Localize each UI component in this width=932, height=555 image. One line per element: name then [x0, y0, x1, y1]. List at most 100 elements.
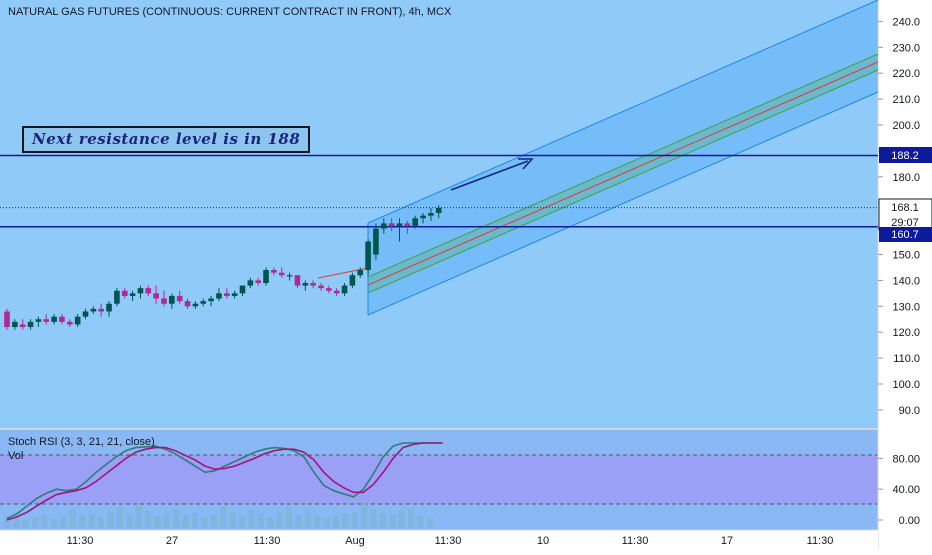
- volume-title[interactable]: Vol: [8, 450, 24, 462]
- channel-start-segment[interactable]: [317, 267, 369, 279]
- volume-bar: [41, 514, 48, 528]
- candle-body[interactable]: [90, 308, 97, 312]
- candle-body[interactable]: [388, 223, 395, 227]
- candle-body[interactable]: [121, 290, 128, 296]
- candle-body[interactable]: [365, 241, 371, 271]
- volume-bar: [220, 505, 227, 528]
- volume-bar: [417, 516, 424, 528]
- candle-body[interactable]: [106, 303, 112, 312]
- candle-body[interactable]: [98, 308, 104, 312]
- candle-body[interactable]: [27, 321, 34, 328]
- volume-bar: [88, 513, 95, 528]
- volume-bars: [4, 502, 433, 528]
- candle-body[interactable]: [373, 228, 379, 255]
- price-tick-label: 100.0: [892, 379, 920, 391]
- time-axis-ticks: 11:30 27 11:30 Aug 11:30 10 11:30 17 11:30: [67, 535, 834, 547]
- candle-body[interactable]: [184, 301, 191, 307]
- channel-mid-line[interactable]: [367, 61, 879, 286]
- candle-body[interactable]: [74, 316, 81, 325]
- rsi-tick-label: 40.00: [892, 484, 920, 496]
- candle-body[interactable]: [176, 295, 183, 302]
- candle-body[interactable]: [19, 324, 26, 328]
- candle-body[interactable]: [169, 295, 175, 304]
- candle-body[interactable]: [200, 301, 207, 304]
- price-tick-label: 130.0: [892, 301, 920, 313]
- candle-body[interactable]: [302, 282, 309, 286]
- channel-outer-upper-line[interactable]: [367, 0, 879, 224]
- candle-body[interactable]: [67, 321, 73, 325]
- candle-body[interactable]: [404, 223, 411, 227]
- candle-body[interactable]: [145, 288, 152, 294]
- candle-body[interactable]: [35, 319, 42, 322]
- candle-body[interactable]: [294, 275, 301, 286]
- rsi-tick-label: 80.00: [892, 453, 920, 465]
- candle-body[interactable]: [208, 298, 214, 302]
- stoch-rsi-lines[interactable]: [6, 442, 443, 521]
- candle-body[interactable]: [318, 285, 324, 289]
- channel-outer-lower-line[interactable]: [367, 91, 879, 316]
- volume-bar: [267, 516, 274, 528]
- candle-body[interactable]: [420, 215, 426, 219]
- volume-bar: [182, 515, 189, 528]
- candle-body[interactable]: [333, 290, 340, 294]
- time-tick-label: 11:30: [435, 535, 462, 547]
- candle-body[interactable]: [357, 270, 364, 276]
- time-tick-label: 17: [721, 535, 733, 547]
- volume-bar: [248, 510, 255, 528]
- trend-arrow[interactable]: [450, 158, 534, 191]
- candle-body[interactable]: [412, 218, 418, 227]
- volume-bar: [126, 514, 133, 528]
- time-axis[interactable]: [0, 530, 878, 550]
- candle-body[interactable]: [271, 270, 277, 273]
- candle-body[interactable]: [43, 319, 50, 322]
- candle-body[interactable]: [255, 280, 261, 283]
- candle-body[interactable]: [114, 290, 120, 304]
- candle-body[interactable]: [59, 316, 65, 322]
- candle-body[interactable]: [263, 270, 269, 283]
- candle-body[interactable]: [129, 293, 136, 296]
- candle-body[interactable]: [428, 213, 434, 216]
- stoch-rsi-k-line[interactable]: [6, 442, 443, 520]
- candle-body[interactable]: [153, 293, 159, 299]
- price-axis[interactable]: [878, 0, 932, 550]
- volume-bar: [107, 511, 114, 528]
- candle-body[interactable]: [4, 311, 10, 328]
- candlestick-series[interactable]: [4, 205, 442, 330]
- candle-body[interactable]: [224, 293, 230, 296]
- stoch-rsi-title[interactable]: Stoch RSI (3, 3, 21, 21, close): [8, 436, 155, 448]
- rsi-band: [0, 455, 878, 504]
- candle-body[interactable]: [137, 288, 144, 294]
- candle-body[interactable]: [310, 282, 316, 286]
- candle-body[interactable]: [216, 293, 222, 299]
- stoch-rsi-d-line[interactable]: [6, 442, 443, 521]
- candle-body[interactable]: [326, 288, 332, 291]
- candle-body[interactable]: [82, 311, 89, 317]
- resistance-note[interactable]: Next resistance level is in 188: [22, 126, 311, 153]
- candle-body[interactable]: [161, 298, 167, 304]
- volume-bar: [154, 516, 161, 528]
- candle-body[interactable]: [435, 207, 442, 214]
- candle-body[interactable]: [12, 321, 18, 328]
- candle-body[interactable]: [396, 223, 403, 227]
- regression-channel[interactable]: [317, 0, 879, 316]
- channel-inner-upper-line[interactable]: [367, 53, 879, 278]
- candle-body[interactable]: [51, 316, 57, 322]
- symbol-title[interactable]: NATURAL GAS FUTURES (CONTINUOUS: CURRENT…: [8, 6, 452, 18]
- channel-inner-lower-line[interactable]: [367, 69, 879, 294]
- candle-body[interactable]: [231, 293, 238, 296]
- candle-body[interactable]: [239, 285, 246, 294]
- candle-body[interactable]: [278, 272, 285, 276]
- candle-body[interactable]: [247, 280, 254, 286]
- candle-body[interactable]: [192, 303, 199, 307]
- candle-body[interactable]: [286, 275, 293, 277]
- price-tick-label: 230.0: [892, 42, 920, 54]
- volume-bar: [60, 516, 67, 528]
- volume-bar: [98, 517, 104, 528]
- candle-body[interactable]: [349, 275, 356, 286]
- volume-bar: [389, 514, 396, 528]
- channel-upper-fill: [368, 0, 878, 293]
- candle-body[interactable]: [381, 223, 387, 229]
- candle-body[interactable]: [341, 285, 348, 294]
